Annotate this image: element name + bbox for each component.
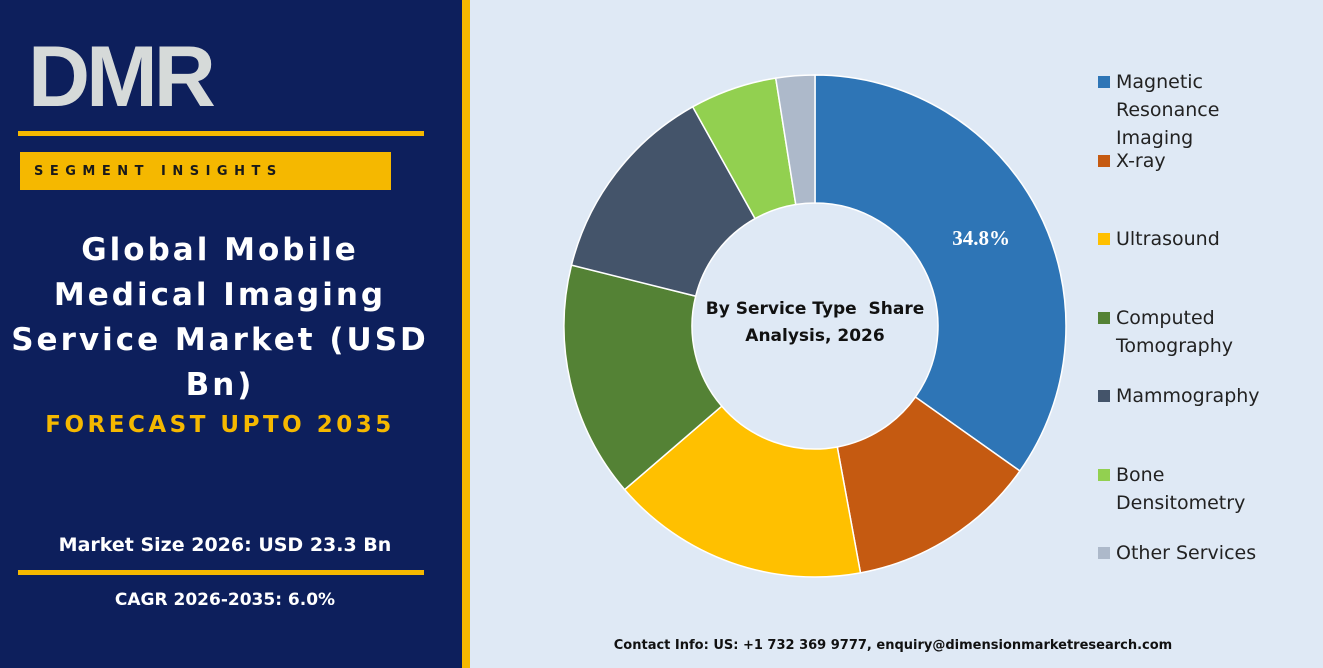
donut-slice [563,264,723,491]
legend-item: Magnetic Resonance Imaging [1098,68,1298,152]
legend-label: Magnetic Resonance Imaging [1116,71,1220,149]
value-label: 34.8% [952,226,1010,250]
logo: DMR [28,29,216,125]
rule [18,570,424,575]
center-label-box: By Service Type Share Analysis, 2026 [705,299,930,346]
legend-item: Ultrasound [1098,225,1298,253]
legend-item: X-ray [1098,147,1298,175]
contact: Contact Info: US: +1 732 369 9777, enqui… [613,638,1173,653]
legend-label: X-ray [1116,149,1166,172]
donut-slice [570,105,757,298]
segment-label: SEGMENT INSIGHTS [20,152,391,190]
donut-slice [623,405,862,578]
side-panel [0,0,462,668]
donut-slice [774,74,816,206]
legend-label: Ultrasound [1116,228,1220,250]
legend-label: Mammography [1116,385,1260,407]
rule [18,131,424,136]
legend-item: Mammography [1098,382,1298,410]
legend-swatch [1098,390,1110,402]
legend-label: Other Services [1116,542,1257,564]
legend-swatch [1098,154,1110,167]
market-size: Market Size 2026: USD 23.3 Bn [58,534,392,556]
donut-slice [814,74,1067,473]
legend-item: Computed Tomography [1098,304,1298,360]
subtitle: FORECAST UPTO 2035 [45,412,395,438]
legend-item: Bone Densitometry [1098,461,1298,517]
cagr: CAGR 2026-2035: 6.0% [114,590,336,610]
legend-swatch [1098,76,1110,88]
center-label: By Service Type Share Analysis, 2026 [705,299,930,346]
legend-swatch [1098,547,1110,559]
title: Global Mobile Medical Imaging Service Ma… [11,232,429,403]
legend-swatch [1098,468,1110,481]
legend-item: Other Services [1098,539,1298,567]
legend-swatch [1098,233,1110,245]
legend-swatch [1098,311,1110,324]
legend-label: Bone Densitometry [1116,463,1246,514]
divider [462,0,470,668]
legend-label: Computed Tomography [1116,306,1233,357]
